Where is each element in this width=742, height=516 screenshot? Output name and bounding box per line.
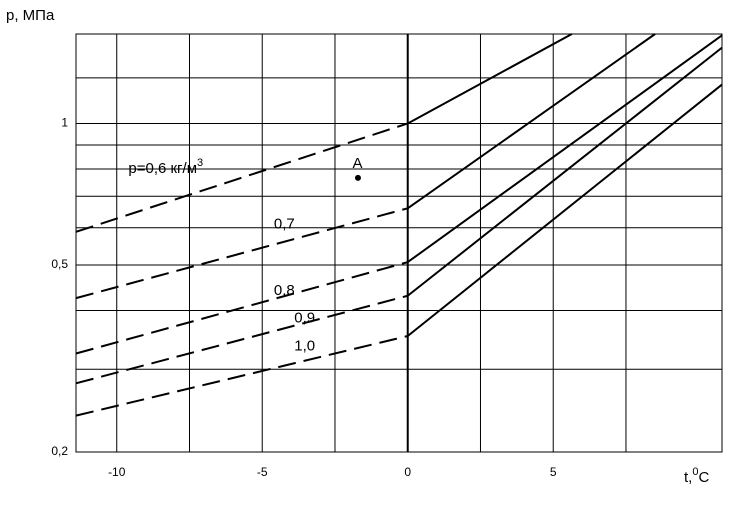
x-label-text: t, xyxy=(684,469,692,486)
annotation-text: A xyxy=(352,155,362,172)
x-tick-label: 0 xyxy=(404,465,411,479)
line xyxy=(407,46,723,297)
annotation: 0,8 xyxy=(274,282,295,299)
line xyxy=(75,122,409,233)
x-tick-label: -10 xyxy=(108,465,126,479)
x-label-sup: 0 xyxy=(692,466,698,478)
line xyxy=(407,33,573,125)
x-tick-label: -5 xyxy=(257,465,268,479)
y-axis-label: p, МПа xyxy=(6,7,55,24)
y-tick-label: 0,2 xyxy=(51,444,68,458)
annotation-text: 0,9 xyxy=(294,309,315,326)
annotation: р=0,6 кг/м3 xyxy=(128,157,203,177)
line xyxy=(75,261,408,355)
annotation-text: 0,8 xyxy=(274,282,295,299)
annotation: 0,7 xyxy=(274,215,295,232)
annotation-sup: 3 xyxy=(197,157,203,169)
y-tick-label: 0,5 xyxy=(51,257,68,271)
line xyxy=(407,83,723,337)
annotation-text: 1,0 xyxy=(294,338,315,355)
x-label-unit: C xyxy=(698,469,709,486)
line xyxy=(75,335,408,417)
x-axis-label: t,0C xyxy=(684,466,709,486)
line xyxy=(75,294,408,385)
line xyxy=(407,33,656,210)
annotation-text: 0,7 xyxy=(274,215,295,232)
point xyxy=(354,174,361,181)
annotation: A xyxy=(352,155,362,172)
line xyxy=(407,34,723,263)
x-tick-label: 5 xyxy=(550,465,557,479)
plot-frame xyxy=(75,33,723,453)
line xyxy=(75,207,408,300)
y-tick-label: 1 xyxy=(61,116,68,130)
annotation: 0,9 xyxy=(294,309,315,326)
annotation: 1,0 xyxy=(294,338,315,355)
annotation-text: р=0,6 кг/м xyxy=(128,160,197,177)
